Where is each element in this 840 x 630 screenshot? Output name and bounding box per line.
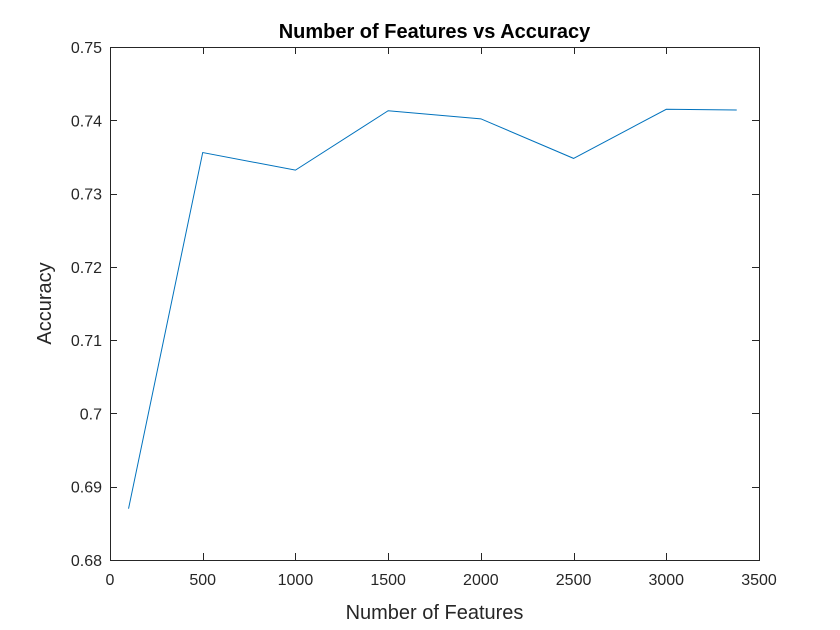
chart-title: Number of Features vs Accuracy: [279, 21, 591, 43]
y-tick-label: 0.72: [71, 260, 102, 277]
y-axis-label: Accuracy: [34, 262, 56, 344]
x-tick-label: 3500: [741, 572, 777, 589]
y-tick-label: 0.74: [71, 113, 102, 130]
x-axis-tick-labels: 0 500 1000 1500 2000 2500 3000 3500: [106, 572, 777, 589]
x-axis-ticks: [110, 47, 760, 560]
series-line: [128, 108, 737, 509]
x-tick-label: 0: [106, 572, 115, 589]
x-tick-label: 2000: [463, 572, 499, 589]
y-tick-label: 0.73: [71, 187, 102, 204]
y-tick-label: 0.69: [71, 480, 102, 497]
y-axis-tick-labels: 0.68 0.69 0.7 0.71 0.72 0.73 0.74 0.75: [71, 40, 102, 570]
x-tick-label: 2500: [556, 572, 592, 589]
x-tick-label: 500: [189, 572, 216, 589]
series-layer: [128, 108, 737, 509]
plot-area: [110, 47, 759, 560]
x-tick-label: 1000: [278, 572, 314, 589]
y-tick-label: 0.75: [71, 40, 102, 57]
axes-box: [110, 47, 760, 561]
x-tick-label: 1500: [370, 572, 406, 589]
x-axis-label: Number of Features: [346, 602, 524, 624]
y-tick-label: 0.68: [71, 553, 102, 570]
y-tick-label: 0.71: [71, 333, 102, 350]
x-tick-label: 3000: [648, 572, 684, 589]
y-tick-label: 0.7: [80, 406, 102, 423]
